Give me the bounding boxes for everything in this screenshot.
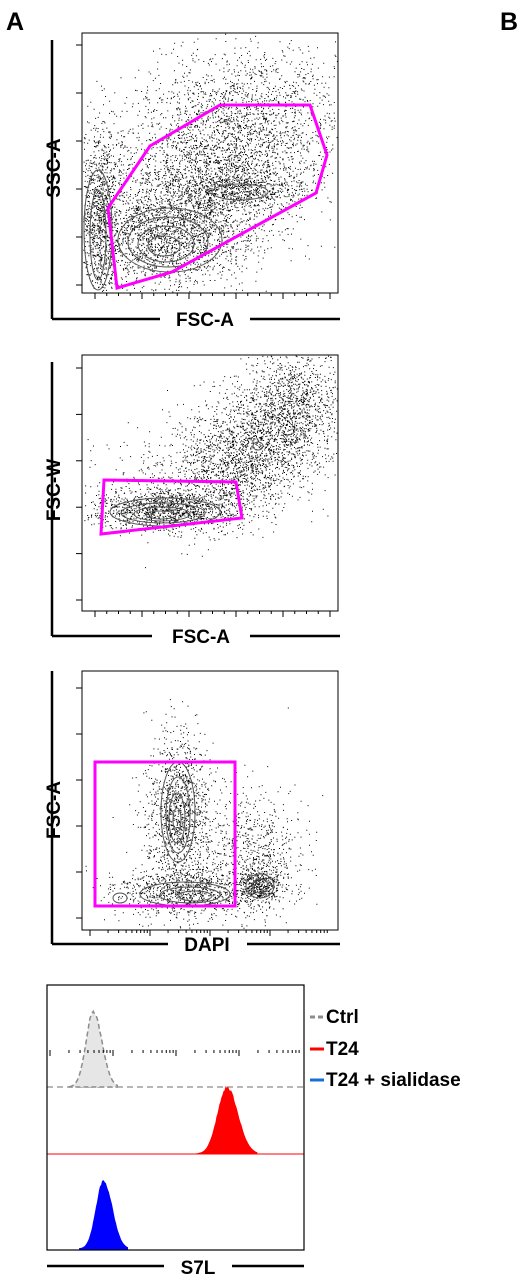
plot-fsca-vs-dapi: FSC-A DAPI <box>44 670 340 956</box>
plot1-events <box>83 33 338 293</box>
plot1-x-label: FSC-A <box>176 310 234 331</box>
plot3-y-axis <box>50 671 340 946</box>
legend-item-ctrl: Ctrl <box>310 1007 359 1028</box>
plot3-events <box>85 699 324 929</box>
plot2-x-label: FSC-A <box>172 627 230 648</box>
gate-live-cells[interactable] <box>93 760 237 908</box>
plot2-x-ticks <box>94 611 331 617</box>
histogram-t24-sialidase <box>78 1180 129 1250</box>
plot4-histograms <box>46 984 305 1251</box>
plot-ssc-vs-fsc: SSC-A FSC-A <box>44 32 340 331</box>
panel-label-a: A <box>6 8 24 36</box>
plot1-frame <box>81 32 339 294</box>
plot3-y-label: FSC-A <box>44 781 65 839</box>
plot-fscw-vs-fsca: FSC-W FSC-A <box>44 354 340 648</box>
plot4-x-ticks <box>49 1050 300 1056</box>
legend-item-t24-sialidase: T24 + sialidase <box>310 1070 461 1091</box>
plot3-x-label: DAPI <box>184 935 229 956</box>
plot1-y-ticks <box>76 44 82 286</box>
histogram-legend: Ctrl T24 T24 + sialidase <box>310 1007 461 1091</box>
plot3-x-ticks <box>89 930 328 936</box>
plot1-y-axis <box>50 40 340 321</box>
panel-label-b: B <box>500 8 518 36</box>
plot3-contours <box>112 761 275 907</box>
plot2-event-dots <box>84 355 338 569</box>
plot2-y-axis <box>50 362 340 638</box>
plot3-frame <box>81 670 339 931</box>
legend-label-t24-sialidase: T24 + sialidase <box>326 1070 461 1091</box>
plot3-y-ticks <box>76 687 82 919</box>
plot3-event-dots <box>85 699 324 929</box>
plot-s7l-histograms: S7L Ctrl T24 T24 + sialidase <box>46 984 461 1279</box>
plot2-y-label: FSC-W <box>44 459 65 521</box>
legend-label-t24: T24 <box>326 1039 359 1060</box>
legend-label-ctrl: Ctrl <box>326 1007 359 1028</box>
plot1-x-ticks <box>94 293 331 299</box>
plot1-y-label: SSC-A <box>44 138 65 197</box>
gate-singlets[interactable] <box>99 478 244 536</box>
histogram-ctrl <box>68 1009 119 1088</box>
histogram-t24 <box>196 1085 258 1155</box>
plot2-y-ticks <box>76 367 82 601</box>
plot1-event-dots <box>83 33 338 293</box>
gate-cells[interactable] <box>106 103 329 290</box>
legend-item-t24: T24 <box>310 1039 359 1060</box>
plot2-frame <box>81 354 339 612</box>
plot4-frame-box <box>46 984 305 1251</box>
plot2-events <box>84 355 338 569</box>
plot4-x-label: S7L <box>181 1258 216 1279</box>
